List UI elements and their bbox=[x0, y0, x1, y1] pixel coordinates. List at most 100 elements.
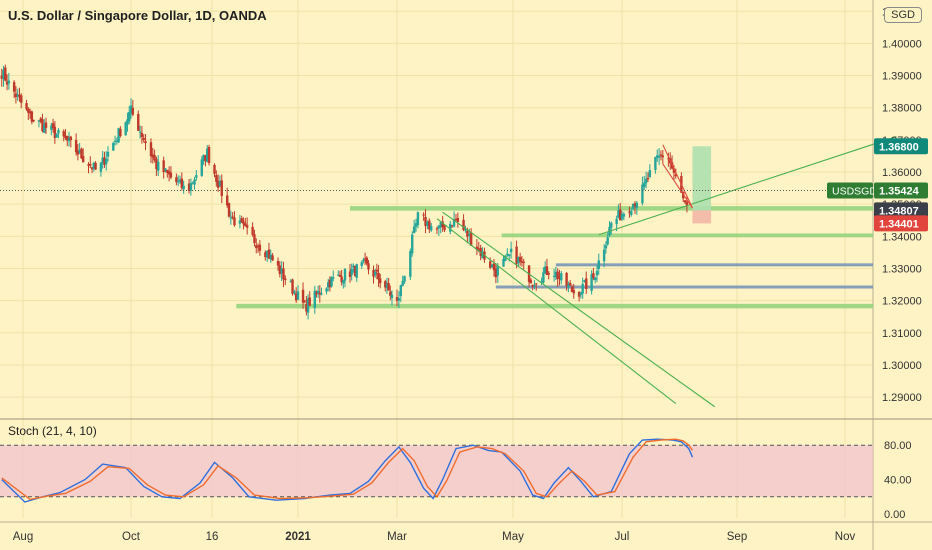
candle-up bbox=[55, 134, 58, 138]
candle-down bbox=[204, 155, 207, 162]
zones-layer bbox=[236, 206, 874, 309]
candle-up bbox=[101, 157, 104, 163]
candle-down bbox=[233, 217, 236, 226]
candle-up bbox=[468, 234, 471, 237]
candle-up bbox=[409, 251, 412, 277]
candle-down bbox=[62, 131, 65, 137]
candle-down bbox=[556, 271, 559, 280]
pattern-line bbox=[662, 144, 693, 209]
candle-down bbox=[5, 81, 9, 85]
candle-up bbox=[105, 158, 108, 165]
candle-down bbox=[379, 278, 382, 284]
candle-down bbox=[240, 218, 243, 223]
candle-up bbox=[332, 277, 335, 279]
candle-up bbox=[552, 275, 556, 277]
candle-up bbox=[337, 274, 340, 276]
price-tick-label: 1.36000 bbox=[882, 167, 922, 179]
candle-down bbox=[245, 225, 249, 228]
zone-level bbox=[495, 285, 873, 289]
price-tick-label: 1.34000 bbox=[882, 231, 922, 243]
candle-down bbox=[315, 292, 318, 295]
candle-down bbox=[28, 111, 32, 114]
price-tick-label: 1.33000 bbox=[882, 263, 922, 275]
stoch-indicator-label[interactable]: Stoch (21, 4, 10) bbox=[8, 424, 97, 438]
candle-down bbox=[27, 108, 30, 113]
candle-down bbox=[305, 303, 308, 312]
time-tick-label: May bbox=[502, 531, 524, 543]
candle-up bbox=[617, 210, 620, 218]
zone-support bbox=[501, 233, 873, 238]
price-badge-entry bbox=[874, 202, 928, 219]
candle-up bbox=[464, 229, 467, 231]
candle-up bbox=[567, 284, 570, 288]
candle-up bbox=[593, 277, 597, 281]
candle-down bbox=[685, 202, 689, 206]
candle-up bbox=[99, 162, 103, 172]
candle-up bbox=[195, 175, 198, 178]
price-tick-label: 1.39000 bbox=[882, 71, 922, 83]
candle-down bbox=[570, 286, 574, 292]
candle-down bbox=[572, 289, 575, 294]
candle-down bbox=[76, 150, 80, 155]
candle-down bbox=[137, 113, 140, 131]
candle-up bbox=[67, 138, 71, 142]
candle-down bbox=[363, 258, 367, 260]
time-tick-label: Sep bbox=[727, 531, 747, 543]
candle-up bbox=[602, 249, 606, 262]
candle-up bbox=[280, 268, 283, 274]
candle-down bbox=[53, 126, 57, 138]
candle-down bbox=[216, 180, 220, 188]
candle-up bbox=[615, 218, 618, 225]
candle-up bbox=[509, 248, 513, 253]
candle-down bbox=[565, 272, 568, 287]
candle-down bbox=[515, 246, 518, 264]
candle-up bbox=[643, 182, 646, 187]
candle-down bbox=[66, 136, 69, 141]
candle-down bbox=[628, 211, 631, 213]
candle-down bbox=[456, 217, 460, 222]
candle-down bbox=[271, 255, 274, 261]
candle-up bbox=[289, 281, 292, 283]
candle-up bbox=[412, 226, 416, 234]
candle-up bbox=[113, 140, 117, 142]
candle-up bbox=[560, 273, 563, 281]
candle-down bbox=[435, 228, 439, 230]
candle-down bbox=[372, 269, 375, 277]
candle-down bbox=[94, 162, 97, 170]
candle-up bbox=[352, 265, 355, 268]
candle-down bbox=[284, 278, 287, 281]
stoch-tick-label: 40.00 bbox=[884, 475, 912, 487]
candle-down bbox=[169, 172, 173, 178]
candle-down bbox=[301, 289, 305, 303]
candle-up bbox=[542, 272, 545, 283]
candle-up bbox=[129, 105, 133, 113]
candle-up bbox=[373, 271, 377, 275]
candle-up bbox=[430, 226, 433, 231]
candle-down bbox=[367, 263, 370, 270]
chart-title: U.S. Dollar / Singapore Dollar, 1D, OAND… bbox=[8, 8, 267, 23]
candle-up bbox=[306, 298, 310, 313]
candle-up bbox=[581, 283, 584, 294]
price-badge-price bbox=[874, 182, 928, 199]
candle-down bbox=[207, 146, 211, 164]
trend-line bbox=[442, 211, 716, 408]
price-tick-label: 1.32000 bbox=[882, 296, 922, 308]
candle-up bbox=[630, 210, 633, 215]
candle-down bbox=[226, 195, 229, 206]
candle-up bbox=[579, 292, 583, 295]
candle-down bbox=[308, 297, 311, 306]
candle-down bbox=[175, 177, 178, 183]
candle-up bbox=[506, 253, 509, 256]
candle-down bbox=[520, 261, 524, 263]
candle-up bbox=[426, 221, 429, 226]
candle-down bbox=[131, 107, 135, 115]
currency-button[interactable]: SGD bbox=[884, 7, 922, 23]
candle-down bbox=[30, 111, 34, 122]
candle-down bbox=[87, 164, 90, 166]
candle-down bbox=[215, 175, 218, 182]
candle-up bbox=[504, 255, 507, 261]
candle-down bbox=[291, 279, 294, 294]
candle-up bbox=[342, 280, 345, 284]
candle-down bbox=[89, 163, 92, 166]
